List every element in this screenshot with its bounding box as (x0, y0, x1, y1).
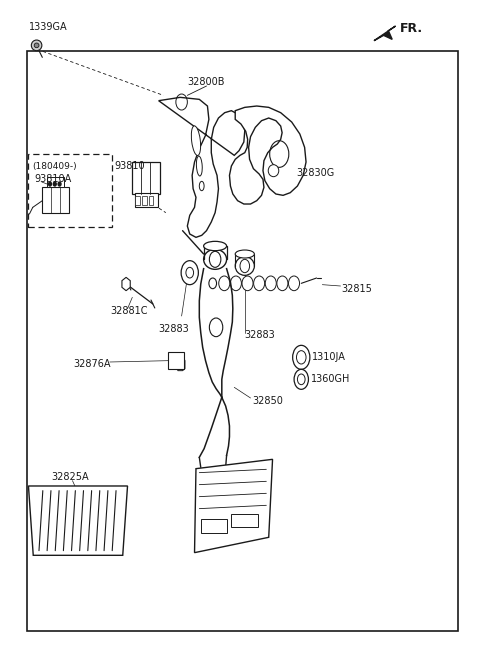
Circle shape (53, 182, 56, 186)
Polygon shape (158, 98, 245, 237)
Text: 1339GA: 1339GA (28, 22, 67, 32)
Ellipse shape (204, 249, 227, 269)
Bar (168, 352, 183, 369)
Ellipse shape (268, 165, 279, 176)
Polygon shape (122, 277, 130, 291)
Text: 32830G: 32830G (297, 168, 335, 178)
Bar (201, 519, 227, 532)
Polygon shape (178, 357, 185, 371)
Ellipse shape (199, 181, 204, 190)
Ellipse shape (196, 156, 202, 176)
Polygon shape (194, 460, 273, 552)
Ellipse shape (192, 126, 201, 156)
Ellipse shape (31, 40, 42, 51)
Bar (47, 177, 64, 187)
Bar (135, 192, 157, 207)
Bar (142, 196, 147, 204)
Bar (135, 196, 140, 204)
Text: 93810A: 93810A (34, 174, 72, 184)
Text: 1310JA: 1310JA (312, 352, 346, 362)
FancyBboxPatch shape (28, 154, 112, 227)
Polygon shape (374, 26, 396, 41)
Text: (180409-): (180409-) (32, 162, 77, 171)
Bar (27, 51, 458, 631)
Ellipse shape (277, 276, 288, 291)
Ellipse shape (204, 241, 227, 250)
Ellipse shape (253, 276, 264, 291)
Polygon shape (229, 106, 306, 204)
Ellipse shape (288, 276, 300, 291)
Circle shape (48, 182, 51, 186)
Text: 32876A: 32876A (73, 359, 111, 369)
Text: 32883: 32883 (244, 331, 275, 340)
Text: 93810: 93810 (115, 161, 145, 171)
Text: FR.: FR. (400, 22, 423, 35)
Ellipse shape (34, 43, 39, 47)
Ellipse shape (219, 276, 230, 291)
Text: 1360GH: 1360GH (311, 374, 350, 384)
Text: 32850: 32850 (252, 395, 283, 405)
Bar (132, 162, 160, 194)
Ellipse shape (235, 250, 254, 258)
Text: 32883: 32883 (158, 324, 190, 334)
Text: 32881C: 32881C (110, 306, 147, 316)
Ellipse shape (235, 257, 254, 275)
Text: 32815: 32815 (341, 284, 372, 294)
Polygon shape (28, 486, 128, 555)
Ellipse shape (242, 276, 253, 291)
Circle shape (58, 182, 61, 186)
Text: 32825A: 32825A (51, 472, 89, 482)
Bar (231, 514, 258, 527)
Bar (42, 187, 69, 212)
Bar (149, 196, 154, 204)
Ellipse shape (230, 276, 241, 291)
Ellipse shape (265, 276, 276, 291)
Ellipse shape (209, 278, 216, 289)
Text: 32800B: 32800B (188, 77, 225, 87)
